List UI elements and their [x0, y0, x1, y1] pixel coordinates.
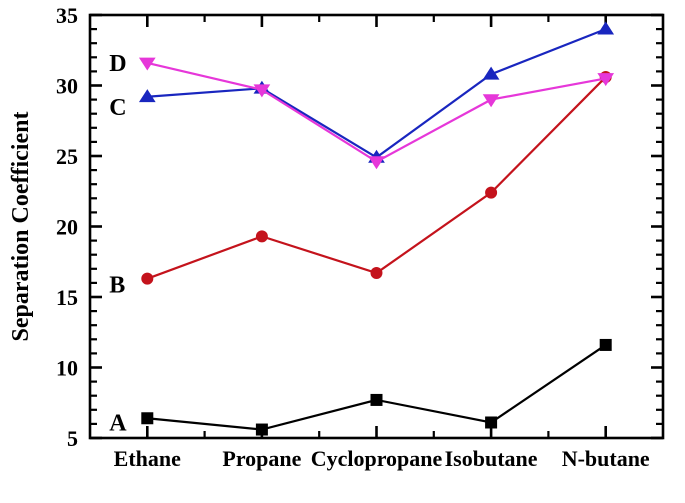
- series-line-A: [147, 345, 605, 430]
- x-tick-label: Propane: [222, 446, 301, 471]
- series-label-C: C: [109, 95, 126, 121]
- y-axis-title: Separation Coefficient: [8, 112, 34, 342]
- marker-C: [598, 22, 613, 34]
- marker-A: [371, 394, 382, 405]
- marker-A: [256, 424, 267, 435]
- y-tick-label: 20: [56, 215, 78, 240]
- chart-container: 5 10 15 20 25 30 35 Ethane Propane CyclopropaneIs…: [0, 0, 685, 503]
- marker-B: [142, 273, 153, 284]
- series-label-A: A: [109, 410, 127, 436]
- marker-A: [142, 413, 153, 424]
- marker-B: [486, 187, 497, 198]
- x-tick-label: Isobutane: [445, 446, 538, 471]
- marker-B: [371, 268, 382, 279]
- x-tick-label: N-butane: [562, 446, 650, 471]
- series-label-B: B: [109, 273, 125, 299]
- x-tick-label: Ethane: [114, 446, 181, 471]
- marker-B: [256, 231, 267, 242]
- y-tick-label: 5: [67, 426, 78, 451]
- series-label-D: D: [109, 51, 126, 77]
- marker-A: [600, 339, 611, 350]
- plot-border: [90, 15, 663, 438]
- series-line-B: [147, 77, 605, 279]
- y-tick-label: 15: [56, 285, 78, 310]
- y-tick-label: 25: [56, 144, 78, 169]
- chart-svg: 5 10 15 20 25 30 35 Ethane Propane CyclopropaneIs…: [0, 0, 685, 503]
- y-tick-label: 30: [56, 74, 78, 99]
- marker-A: [486, 417, 497, 428]
- y-tick-label: 10: [56, 356, 78, 381]
- marker-D: [484, 95, 499, 107]
- series-line-C: [147, 29, 605, 157]
- x-tick-label: Cyclopropane: [311, 446, 443, 471]
- y-tick-label: 35: [56, 3, 78, 28]
